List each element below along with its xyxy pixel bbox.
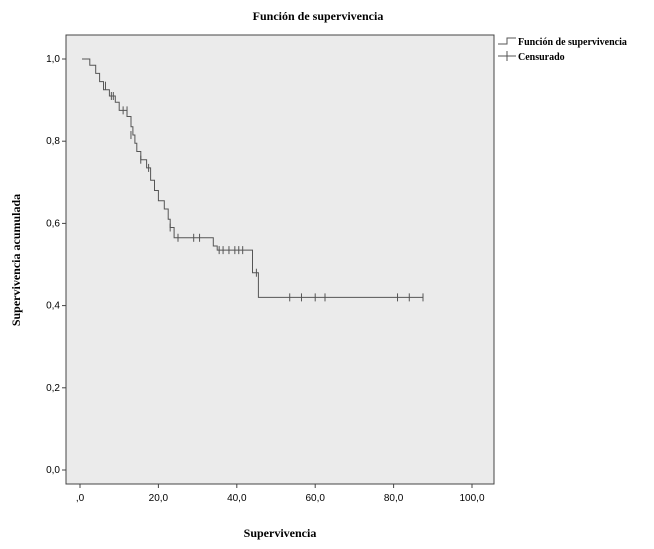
series-layer [82, 58, 424, 302]
legend: Función de supervivencia Censurado [498, 37, 627, 63]
plot-area [65, 34, 495, 485]
y-tick-label: 0,8 [46, 136, 60, 147]
y-axis: 0,0 0,2 0,4 0,6 0,8 1,0 [46, 54, 66, 476]
y-tick-label: 0,0 [46, 465, 60, 476]
x-tick-label: 40,0 [227, 493, 247, 504]
x-tick-label: 60,0 [305, 493, 325, 504]
legend-censored-label: Censurado [518, 52, 565, 63]
legend-item-survival: Función de supervivencia [498, 37, 627, 48]
y-tick-label: 1,0 [46, 54, 60, 65]
x-axis-title: Supervivencia [244, 526, 317, 540]
y-tick-label: 0,4 [46, 301, 60, 312]
chart-title: Función de supervivencia [253, 9, 384, 23]
x-tick-label: 80,0 [384, 493, 404, 504]
y-tick-label: 0,6 [46, 218, 60, 229]
legend-survival-label: Función de supervivencia [518, 37, 627, 48]
x-tick-label: ,0 [76, 493, 85, 504]
legend-censored-marker [498, 51, 516, 61]
legend-item-censored: Censurado [498, 51, 565, 63]
y-axis-title: Supervivencia acumulada [9, 194, 23, 326]
y-tick-label: 0,2 [46, 383, 60, 394]
legend-survival-line [498, 37, 516, 45]
x-tick-label: 100,0 [459, 493, 484, 504]
x-axis: ,0 20,0 40,0 60,0 80,0 100,0 [76, 484, 485, 504]
x-tick-label: 20,0 [149, 493, 169, 504]
